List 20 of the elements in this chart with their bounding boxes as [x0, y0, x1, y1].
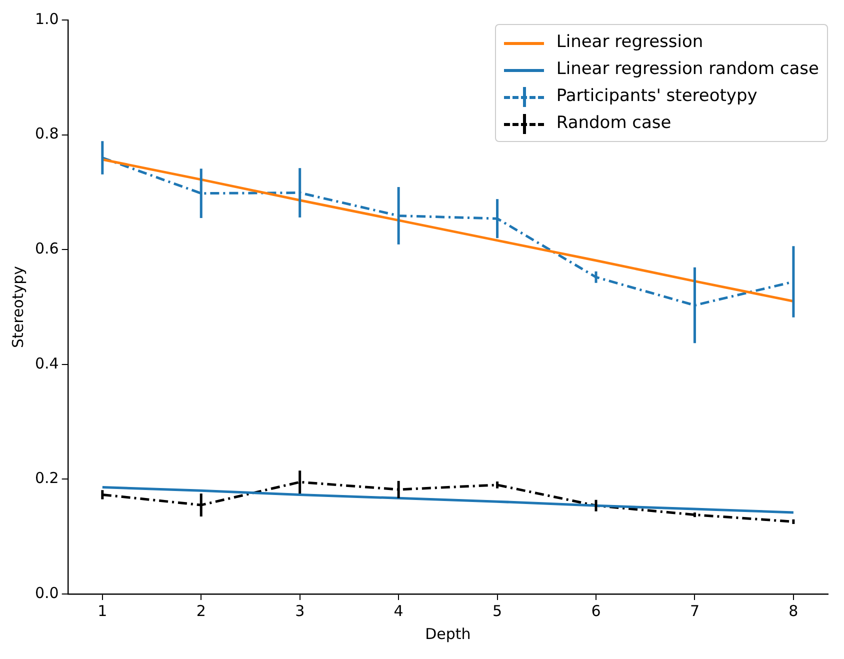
y-tick-label: 0.6 — [34, 239, 59, 258]
x-axis-title: Depth — [425, 624, 471, 643]
x-tick-label: 1 — [98, 602, 108, 620]
x-tick-label: 8 — [788, 602, 798, 620]
legend-label: Linear regression — [556, 31, 704, 54]
legend-label: Participants' stereotypy — [556, 85, 758, 108]
x-tick-label: 3 — [295, 602, 305, 620]
y-tick-label: 1.0 — [34, 10, 59, 28]
legend-label: Linear regression random case — [556, 58, 819, 81]
x-tick-label: 4 — [394, 602, 404, 620]
x-tick-label: 5 — [492, 602, 502, 620]
y-axis-title: Stereotypy — [8, 266, 27, 348]
y-tick-label: 0.4 — [34, 354, 59, 372]
x-tick-label: 2 — [196, 602, 206, 620]
y-tick-label: 0.8 — [34, 124, 59, 143]
x-tick-label: 6 — [591, 602, 601, 620]
x-tick-label: 7 — [690, 602, 700, 620]
y-tick-label: 0.2 — [34, 469, 59, 488]
y-tick-label: 0.0 — [34, 584, 59, 602]
legend-label: Random case — [556, 112, 672, 135]
